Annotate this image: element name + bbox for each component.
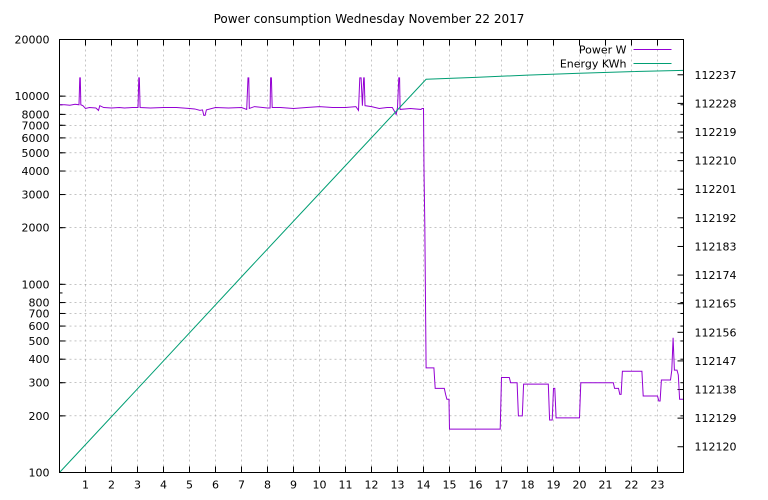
x-tick-label: 10 <box>313 479 327 492</box>
x-tick-label: 12 <box>365 479 379 492</box>
left-tick-label: 200 <box>29 410 50 423</box>
left-tick-label: 4000 <box>22 165 50 178</box>
x-tick-label: 11 <box>339 479 353 492</box>
left-tick-label: 7000 <box>22 119 50 132</box>
left-tick-label: 20000 <box>15 34 50 47</box>
x-tick-label: 18 <box>521 479 535 492</box>
x-tick-label: 6 <box>212 479 219 492</box>
x-tick-label: 14 <box>417 479 431 492</box>
right-tick-label: 112219 <box>695 126 737 139</box>
x-tick-label: 1 <box>82 479 89 492</box>
left-tick-label: 100 <box>29 467 50 480</box>
plot-frame <box>59 39 684 473</box>
right-tick-label: 112237 <box>695 69 737 82</box>
left-tick-label: 300 <box>29 377 50 390</box>
right-tick-label: 112147 <box>695 355 737 368</box>
right-tick-label: 112192 <box>695 212 737 225</box>
left-tick-label: 500 <box>29 335 50 348</box>
chart-title: Power consumption Wednesday November 22 … <box>214 12 525 26</box>
x-axis-ticks: 1 2 3 4 5 6 7 8 9 10 11 12 13 14 15 16 17 18 19 20 21 22 23 <box>82 39 665 492</box>
left-tick-label: 3000 <box>22 189 50 202</box>
x-tick-label: 22 <box>625 479 639 492</box>
x-tick-label: 17 <box>495 479 509 492</box>
right-tick-label: 112183 <box>695 240 737 253</box>
left-tick-label: 5000 <box>22 147 50 160</box>
left-tick-label: 1000 <box>22 278 50 291</box>
series-layer <box>59 69 684 473</box>
right-tick-label: 112210 <box>695 155 737 168</box>
left-tick-label: 6000 <box>22 132 50 145</box>
right-axis-ticks: 112120 112129 112138 112147 112156 112165 1121… <box>677 69 737 454</box>
x-tick-label: 20 <box>573 479 587 492</box>
right-tick-label: 112156 <box>695 326 737 339</box>
series-line-energy <box>59 69 684 473</box>
left-tick-label: 800 <box>29 297 50 310</box>
left-tick-label: 2000 <box>22 222 50 235</box>
left-tick-label: 400 <box>29 353 50 366</box>
x-tick-label: 19 <box>547 479 561 492</box>
x-tick-label: 3 <box>134 479 141 492</box>
right-tick-label: 112138 <box>695 384 737 397</box>
left-tick-label: 8000 <box>22 108 50 121</box>
series-line-power <box>59 77 684 430</box>
x-tick-label: 21 <box>599 479 613 492</box>
x-tick-label: 7 <box>238 479 245 492</box>
legend-label-energy: Energy KWh <box>560 58 627 71</box>
right-tick-label: 112228 <box>695 97 737 110</box>
left-tick-label: 700 <box>29 307 50 320</box>
grid-lines <box>59 39 684 473</box>
x-tick-label: 15 <box>443 479 457 492</box>
left-tick-label: 600 <box>29 320 50 333</box>
right-tick-label: 112174 <box>695 269 737 282</box>
right-tick-label: 112165 <box>695 298 737 311</box>
right-tick-label: 112201 <box>695 183 737 196</box>
x-tick-label: 2 <box>108 479 115 492</box>
x-tick-label: 16 <box>469 479 483 492</box>
x-tick-label: 9 <box>290 479 297 492</box>
x-tick-label: 8 <box>264 479 271 492</box>
legend-label-power: Power W <box>579 44 627 57</box>
x-tick-label: 13 <box>391 479 405 492</box>
right-tick-label: 112129 <box>695 412 737 425</box>
x-tick-label: 23 <box>651 479 665 492</box>
x-tick-label: 4 <box>160 479 167 492</box>
x-tick-label: 5 <box>186 479 193 492</box>
right-tick-label: 112120 <box>695 441 737 454</box>
left-tick-label: 10000 <box>15 90 50 103</box>
